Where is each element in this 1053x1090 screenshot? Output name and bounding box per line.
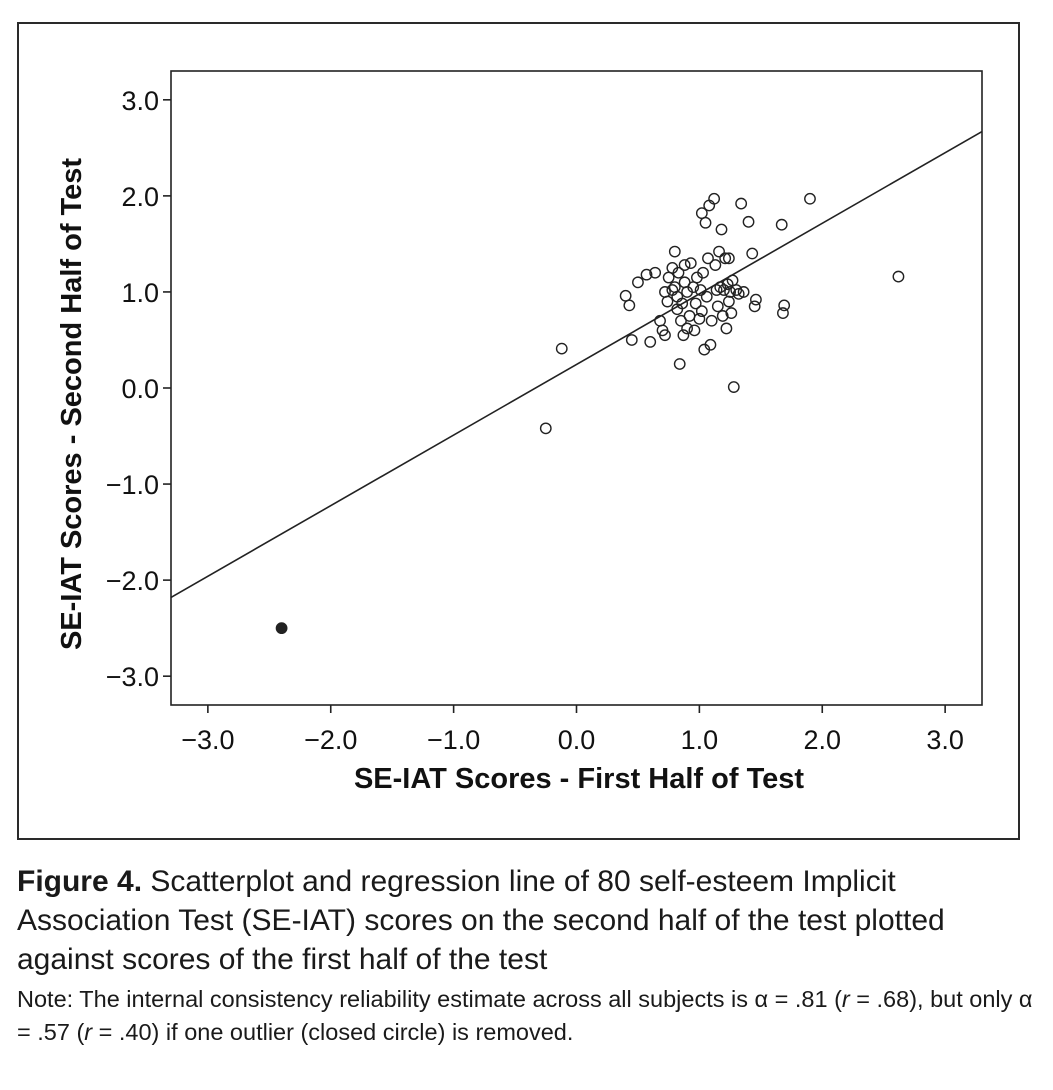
y-tick-label: −2.0 (106, 566, 159, 596)
caption-text: Scatterplot and regression line of 80 se… (17, 865, 945, 976)
data-point (725, 307, 738, 319)
data-point (632, 276, 644, 289)
x-axis-title: SE-IAT Scores - First Half of Test (354, 763, 804, 795)
caption-note-part: r (841, 986, 850, 1012)
data-point (718, 284, 730, 296)
data-point (720, 322, 733, 335)
data-point (737, 286, 750, 298)
data-point (746, 247, 759, 260)
caption-main: Figure 4. Scatterplot and regression lin… (17, 862, 1047, 979)
data-point (619, 289, 632, 302)
data-point (695, 305, 708, 318)
data-point (714, 281, 727, 294)
x-tick-label: 1.0 (681, 725, 719, 755)
data-point (676, 297, 689, 310)
data-point (715, 223, 728, 236)
data-point (678, 259, 691, 271)
y-tick-label: 3.0 (121, 86, 159, 116)
outlier-point (275, 622, 288, 635)
data-point (649, 266, 662, 279)
data-point (702, 252, 714, 265)
x-tick-label: 3.0 (926, 725, 964, 755)
data-point (748, 300, 761, 313)
y-tick-label: 2.0 (121, 182, 159, 212)
data-point (778, 299, 791, 312)
data-point (742, 215, 755, 228)
data-point (661, 295, 674, 308)
data-point (708, 192, 721, 205)
caption-note-part: Note: The internal consistency reliabili… (17, 986, 842, 1012)
data-point (777, 307, 789, 319)
caption-note-part: r (84, 1019, 93, 1045)
data-point (539, 422, 552, 435)
data-point (726, 274, 739, 287)
data-point (625, 334, 638, 346)
data-point (713, 245, 725, 258)
y-tick-label: 0.0 (121, 374, 159, 404)
figure-frame: −3.0 −2.0 −1.0 0.0 1.0 2.0 3.0 3.0 2.0 1.0 0.0 −1.0… (17, 22, 1020, 840)
data-point (666, 284, 679, 296)
data-point (681, 322, 693, 335)
data-point (711, 300, 724, 313)
y-tick-label: 1.0 (121, 278, 159, 308)
plot-area-border (170, 70, 983, 706)
data-point (804, 192, 816, 205)
data-point (640, 268, 653, 281)
data-point (705, 314, 718, 327)
y-tick-label: −3.0 (106, 662, 159, 692)
data-point (750, 293, 762, 306)
x-tick-label: −2.0 (304, 725, 357, 755)
data-point (892, 270, 905, 283)
regression-line (170, 130, 983, 599)
x-tick-label: −1.0 (427, 725, 480, 755)
data-point (709, 259, 722, 271)
data-point (659, 329, 671, 342)
scatter-plot: −3.0 −2.0 −1.0 0.0 1.0 2.0 3.0 3.0 2.0 1.0 0.0 −1.0… (56, 70, 983, 795)
data-point (697, 266, 709, 279)
data-point (684, 257, 697, 270)
data-point (724, 286, 736, 298)
data-point (716, 310, 729, 322)
data-point (644, 335, 657, 348)
caption-note-part: = .40) if one outlier (closed circle) is… (92, 1019, 574, 1045)
data-point (727, 381, 740, 393)
data-point (683, 310, 696, 322)
data-point (704, 338, 717, 351)
data-point (719, 252, 732, 265)
data-point (677, 329, 690, 342)
data-point (775, 218, 788, 231)
data-point (672, 266, 685, 279)
data-point (688, 324, 701, 337)
data-point (693, 312, 706, 325)
data-point (735, 197, 748, 210)
data-point (555, 342, 568, 355)
data-point (673, 358, 686, 370)
x-tick-label: 2.0 (803, 725, 841, 755)
data-point (623, 299, 636, 312)
caption-note: Note: The internal consistency reliabili… (17, 983, 1047, 1049)
caption-label: Figure 4. (17, 865, 143, 898)
data-point (662, 271, 675, 284)
x-tick-label: 0.0 (558, 725, 596, 755)
data-point (722, 295, 735, 308)
x-tick-label: −3.0 (181, 725, 234, 755)
data-point (654, 314, 666, 327)
y-axis-title: SE-IAT Scores - Second Half of Test (56, 158, 88, 650)
data-point (668, 245, 681, 258)
data-point (699, 216, 712, 229)
data-point (732, 287, 745, 300)
data-point (722, 252, 735, 265)
data-point (689, 297, 702, 310)
data-point (710, 284, 723, 296)
caption-note-part: = .68), but only α = .57 ( (17, 986, 1033, 1045)
data-point (694, 284, 707, 296)
y-tick-label: −1.0 (106, 470, 159, 500)
data-point (700, 290, 713, 303)
figure-caption: Figure 4. Scatterplot and regression lin… (17, 862, 1047, 1049)
